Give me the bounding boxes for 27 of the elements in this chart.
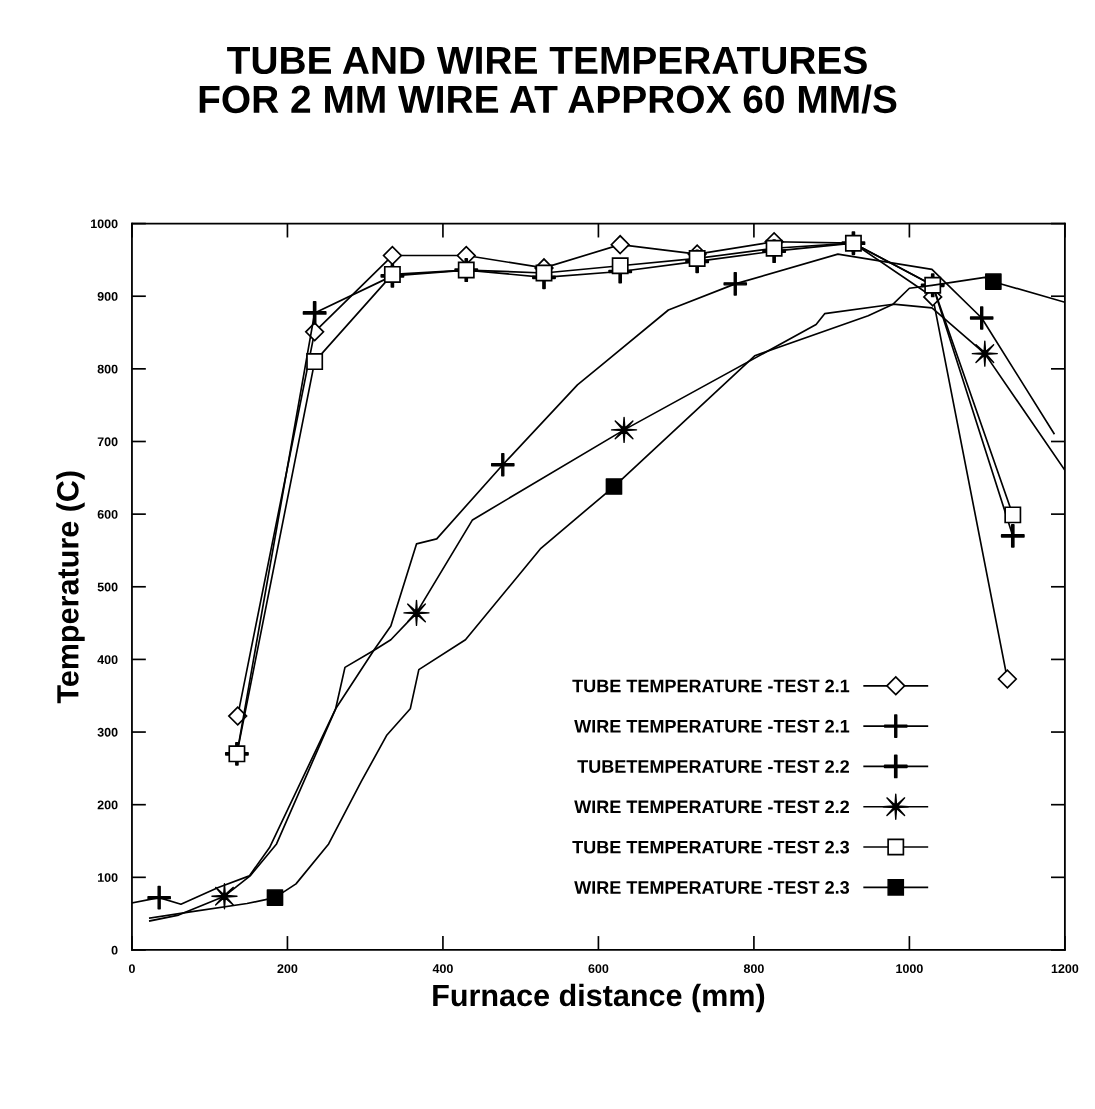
y-tick-label: 0 — [111, 945, 118, 955]
y-tick-label: 500 — [97, 582, 118, 592]
x-tick-label: 800 — [743, 964, 764, 974]
x-tick-label: 0 — [128, 964, 135, 974]
legend-label: TUBE TEMPERATURE -TEST 2.1 — [572, 679, 850, 693]
x-axis-title: Furnace distance (mm) — [433, 983, 765, 1013]
chart-title: TUBE AND WIRE TEMPERATURES FOR 2 MM WIRE AT APPROX 60 MM/S — [199, 46, 897, 114]
legend-label: WIRE TEMPERATURE -TEST 2.1 — [574, 719, 850, 733]
legend-label: TUBE TEMPERATURE -TEST 2.3 — [572, 840, 850, 854]
y-tick-label: 200 — [97, 800, 118, 810]
y-tick-label: 900 — [97, 292, 118, 301]
y-tick-label: 100 — [97, 873, 118, 882]
y-tick-label: 1000 — [91, 219, 118, 229]
y-axis-title: Temperature (C) — [56, 471, 85, 704]
legend-label: WIRE TEMPERATURE -TEST 2.3 — [574, 881, 850, 894]
x-tick-label: 400 — [432, 964, 453, 974]
y-tick-label: 400 — [97, 655, 118, 665]
x-tick-label: 200 — [277, 964, 298, 974]
legend-label: TUBETEMPERATURE -TEST 2.2 — [577, 760, 849, 773]
y-tick-label: 800 — [97, 364, 118, 374]
y-tick-label: 300 — [97, 727, 118, 737]
x-tick-label: 1000 — [896, 964, 923, 974]
y-tick-label: 700 — [97, 437, 118, 447]
x-tick-label: 600 — [588, 964, 609, 974]
y-tick-label: 600 — [97, 509, 118, 519]
legend-label: WIRE TEMPERATURE -TEST 2.2 — [574, 800, 849, 814]
x-tick-label: 1200 — [1051, 964, 1079, 974]
